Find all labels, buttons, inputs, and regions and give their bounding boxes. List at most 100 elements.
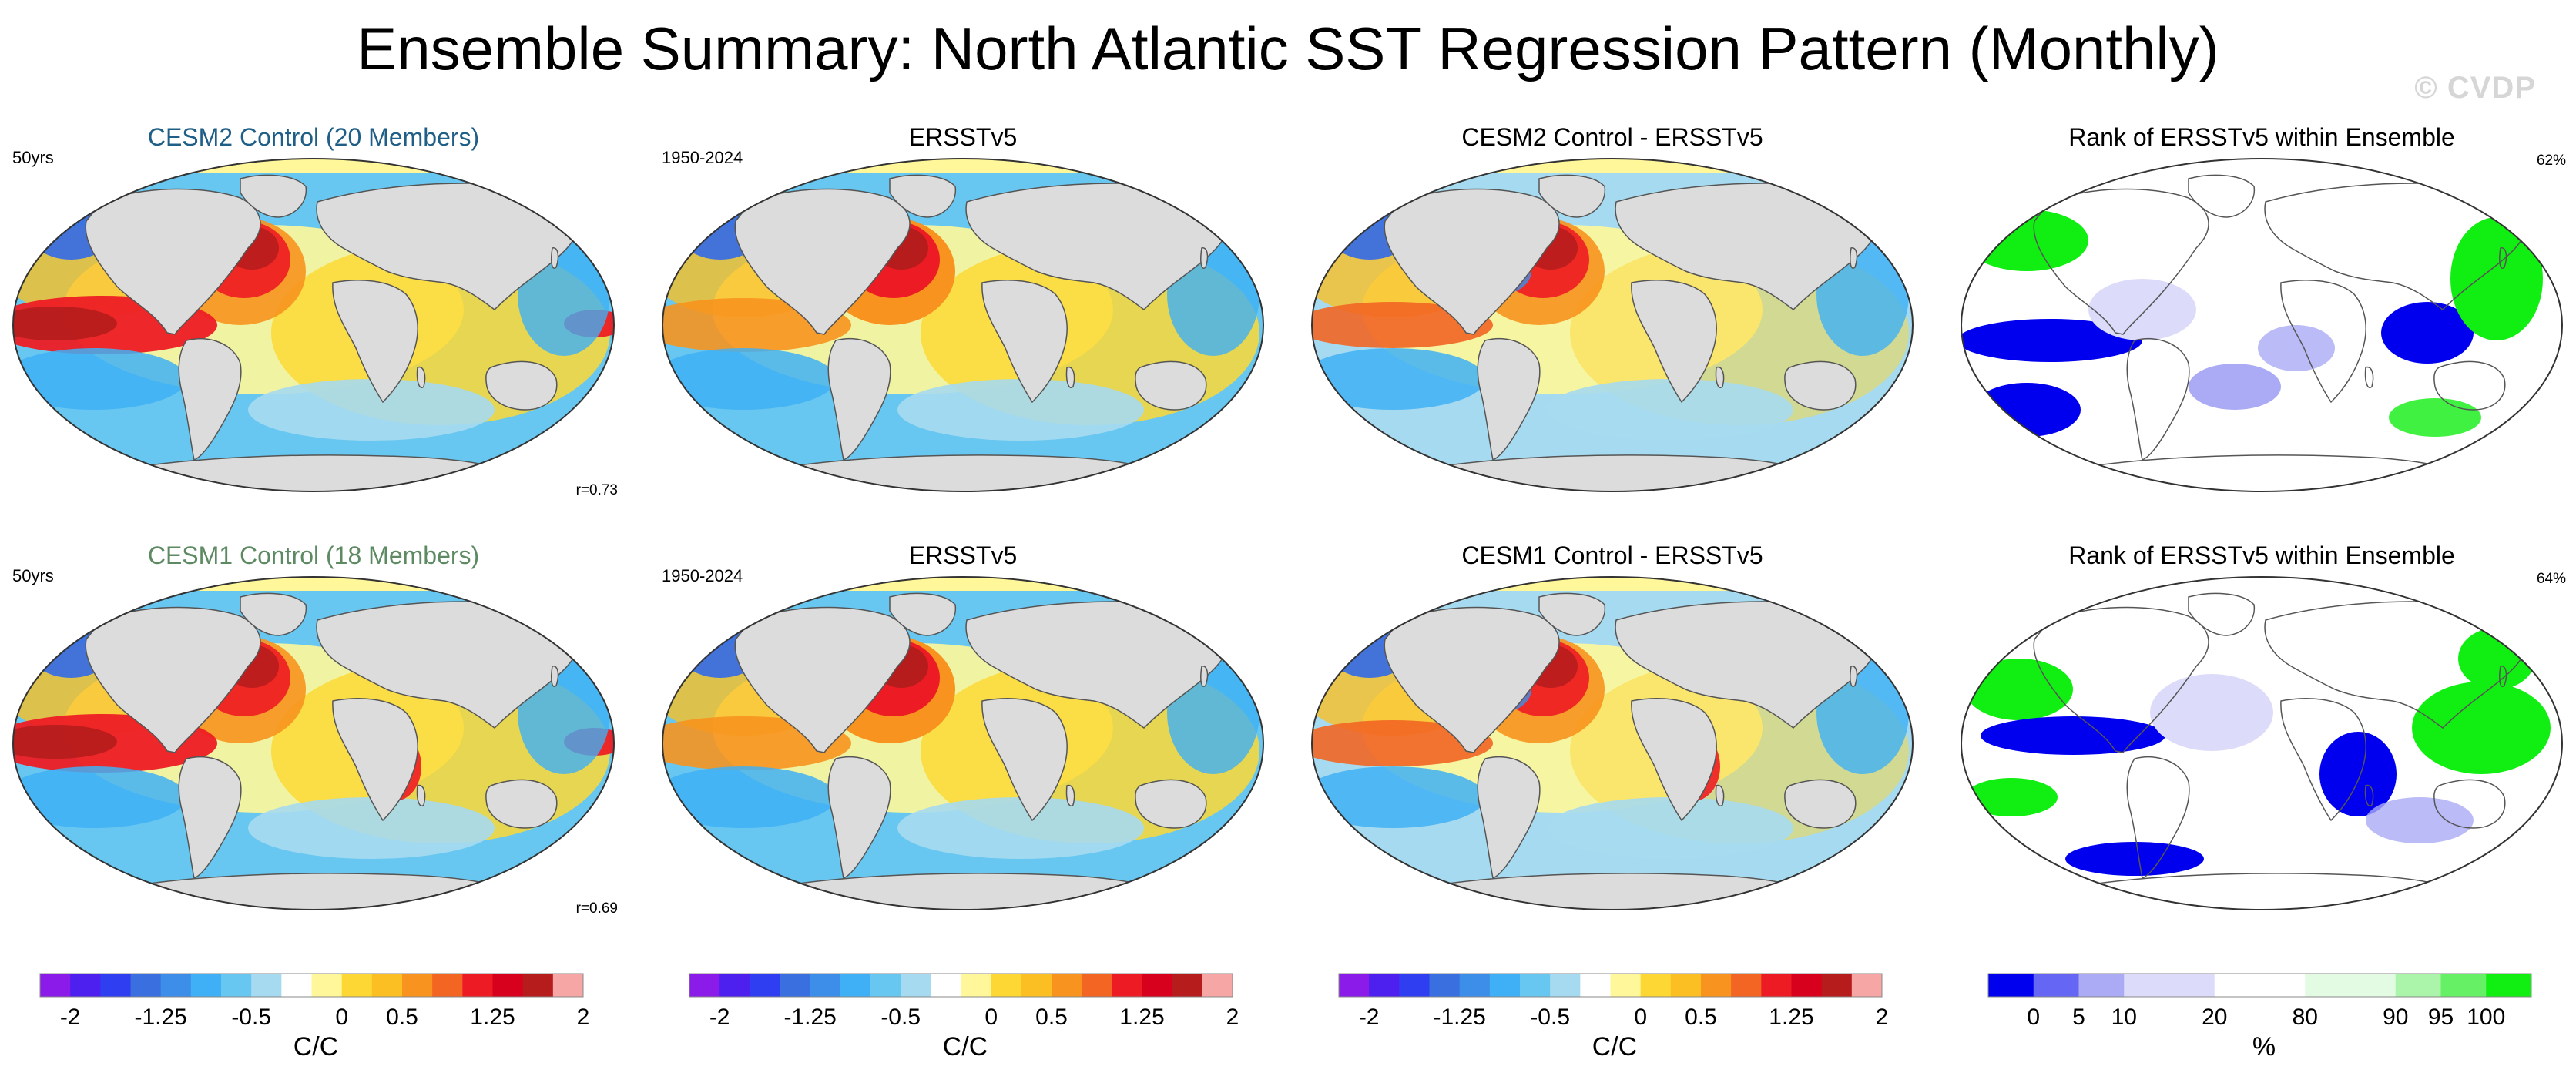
colorbar-swatch <box>840 974 871 997</box>
colorbar-tick-label: 0.5 <box>386 1004 418 1030</box>
colorbar-tick-label: 90 <box>2383 1004 2408 1030</box>
landmass-northAmerica <box>85 188 261 335</box>
sst-colorbar: -2 -1.25 -0.5 0 0.5 1.25 2 C/C <box>1337 972 1892 1072</box>
rank-percent-note: 62% <box>2536 153 2566 169</box>
map-panel-4: Rank of ERSSTv5 within Ensemble 62% <box>1957 123 2566 501</box>
colorbar-swatch <box>2033 974 2079 997</box>
colorbar-swatch <box>719 974 750 997</box>
colorbar-tick-label: -2 <box>60 1004 81 1030</box>
colorbar-swatch <box>1520 974 1551 997</box>
colorbar-swatch <box>1429 974 1461 997</box>
rank-colorbar: 0 5 10 20 80 90 95 100% <box>1987 972 2541 1072</box>
colorbar-swatch <box>780 974 811 997</box>
landmass-madagascar <box>416 784 426 806</box>
panel-title: Rank of ERSSTv5 within Ensemble <box>2068 123 2455 151</box>
landmass-southAmerica <box>178 756 242 880</box>
colorbar-tick-label: -1.25 <box>134 1004 186 1030</box>
colorbar-swatch <box>2440 974 2487 997</box>
colorbar-tick-label: 0 <box>1634 1004 1647 1030</box>
map-area <box>1957 574 2566 913</box>
map-area <box>9 156 618 495</box>
colorbar-swatch <box>1052 974 1082 997</box>
colorbar-tick-label: 10 <box>2111 1004 2137 1030</box>
cvdp-watermark: © CVDP <box>2414 71 2536 105</box>
period-note: 50yrs <box>12 148 54 167</box>
landmass-madagascar <box>2364 784 2374 806</box>
map-panel-8: Rank of ERSSTv5 within Ensemble 64% <box>1957 542 2566 919</box>
colorbar-tick-label: 1.25 <box>1769 1004 1813 1030</box>
sst-colorbar: -2 -1.25 -0.5 0 0.5 1.25 2 C/C <box>39 972 593 1072</box>
correlation-note: r=0.73 <box>575 482 618 498</box>
landmass-southAmerica <box>1477 756 1541 880</box>
colorbar-swatch <box>2305 974 2351 997</box>
landmass-northAmerica <box>734 188 911 335</box>
panel-title: Rank of ERSSTv5 within Ensemble <box>2068 542 2455 569</box>
landmass-africa <box>1631 698 1717 822</box>
landmass-africa <box>981 280 1068 404</box>
landmass-africa <box>332 698 418 822</box>
landmass-australia <box>1784 779 1857 829</box>
world-map-sst-diff <box>1311 576 1914 910</box>
map-area <box>1308 574 1917 913</box>
colorbar-swatch <box>311 974 343 997</box>
colorbar-swatch <box>492 974 524 997</box>
landmass-australia <box>1784 360 1857 411</box>
colorbar-swatch <box>2214 974 2260 997</box>
landmass-australia <box>1135 779 1207 829</box>
landmass-africa <box>2280 280 2366 404</box>
landmass-southAmerica <box>827 337 891 461</box>
world-map-rank <box>1961 576 2563 910</box>
colorbar-tick-label: 2 <box>577 1004 590 1030</box>
colorbar-swatch <box>689 974 720 997</box>
landmass-greenland <box>240 592 307 636</box>
colorbar-tick-label: -0.5 <box>880 1004 921 1030</box>
landmass-greenland <box>1538 174 1606 218</box>
landmass-northAmerica <box>1384 188 1560 335</box>
colorbar-swatch <box>901 974 931 997</box>
colorbar-swatch <box>190 974 222 997</box>
colorbar-swatch <box>1701 974 1732 997</box>
colorbar-tick-label: 95 <box>2428 1004 2454 1030</box>
landmass-madagascar <box>2364 366 2374 388</box>
colorbar-tick-label: 0 <box>2027 1004 2040 1030</box>
landmass-northAmerica <box>2033 606 2209 753</box>
landmass-australia <box>1135 360 1207 411</box>
colorbar-swatch <box>1988 974 2034 997</box>
landmass-southAmerica <box>2126 337 2190 461</box>
colorbar-tick-label: 0.5 <box>1685 1004 1717 1030</box>
landmass-madagascar <box>1715 366 1725 388</box>
colorbar-swatch <box>2486 974 2532 997</box>
map-area <box>9 574 618 913</box>
landmass-japan <box>1200 247 1209 269</box>
colorbar-swatch <box>870 974 901 997</box>
colorbar-swatch <box>1550 974 1581 997</box>
colorbar-swatch <box>130 974 162 997</box>
map-panel-3: CESM2 Control - ERSSTv5 <box>1308 123 1917 501</box>
landmass-northAmerica <box>2033 188 2209 335</box>
map-panel-7: CESM1 Control - ERSSTv5 <box>1308 542 1917 919</box>
panel-title: CESM2 Control - ERSSTv5 <box>1461 123 1763 151</box>
colorbar-swatch <box>160 974 192 997</box>
map-area <box>659 574 1267 913</box>
colorbar-tick-label: -2 <box>1359 1004 1380 1030</box>
colorbar-swatch <box>1731 974 1762 997</box>
map-panel-2: ERSSTv5 1950-2024 <box>659 123 1267 501</box>
colorbar-swatch <box>432 974 463 997</box>
colorbar-swatch <box>961 974 992 997</box>
landmass-africa <box>1631 280 1717 404</box>
colorbar-swatch <box>991 974 1022 997</box>
colorbar-tick-label: 80 <box>2293 1004 2318 1030</box>
colorbar-swatch <box>1369 974 1400 997</box>
colorbar-swatch <box>1580 974 1611 997</box>
landmass-greenland <box>1538 592 1606 636</box>
landmass-australia <box>485 360 558 411</box>
colorbar-tick-label: 2 <box>1876 1004 1889 1030</box>
map-area <box>659 156 1267 495</box>
period-note: 1950-2024 <box>662 566 743 585</box>
landmass-madagascar <box>1065 366 1075 388</box>
landmass-southAmerica <box>2126 756 2190 880</box>
colorbar-swatch <box>2259 974 2306 997</box>
colorbar-tick-label: -0.5 <box>1530 1004 1570 1030</box>
colorbar-tick-label: 1.25 <box>1119 1004 1164 1030</box>
period-note: 50yrs <box>12 566 54 585</box>
